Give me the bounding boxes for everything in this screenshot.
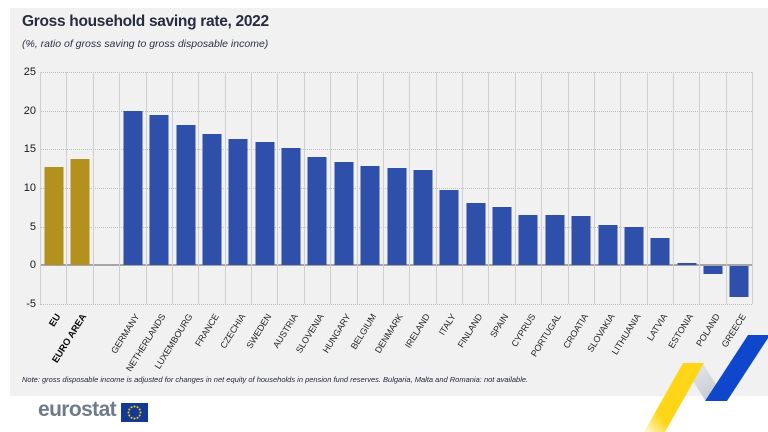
bar-column: LITHUANIA xyxy=(610,72,646,356)
chart-title: Gross household saving rate, 2022 xyxy=(22,13,269,30)
bar-slovakia xyxy=(598,225,618,266)
chart-subtitle: (%, ratio of gross saving to gross dispo… xyxy=(22,38,269,50)
gridline xyxy=(40,72,752,73)
bar-column: EU xyxy=(40,72,66,329)
bar-column: CZECHIA xyxy=(218,72,251,350)
bar-column: POLAND xyxy=(694,72,725,348)
x-label-france: FRANCE xyxy=(192,312,221,349)
x-label-spain: SPAIN xyxy=(488,312,511,340)
bar-slovenia xyxy=(307,157,327,266)
y-tick-label: 5 xyxy=(29,220,36,233)
x-label-finland: FINLAND xyxy=(455,312,485,350)
footnote: Note: gross disposable income is adjuste… xyxy=(22,375,529,384)
zigzag-arrow-graphic xyxy=(644,335,768,432)
x-label-ireland: IRELAND xyxy=(402,312,432,350)
bar-column: SLOVAKIA xyxy=(585,72,620,354)
bar-column: SWEDEN xyxy=(244,72,277,350)
y-tick-label: -5 xyxy=(26,298,36,310)
zigzag-yellow-segment xyxy=(644,363,704,432)
bar-column: CYPRUS xyxy=(509,72,541,349)
bar-column: PORTUGAL xyxy=(529,72,567,358)
bar-eu xyxy=(44,167,64,266)
gridline xyxy=(40,149,752,151)
zigzag-blue-segment xyxy=(705,335,768,401)
bar-column: GERMANY xyxy=(109,72,145,355)
plot-area: EU EURO AREA GERMANY NETHERLANDS LUXEMBOURG F… xyxy=(40,72,753,373)
bar-greece xyxy=(729,266,749,298)
y-tick-label: 20 xyxy=(23,104,36,117)
bar-latvia xyxy=(650,238,670,266)
bar-czechia xyxy=(228,139,248,266)
bar-germany xyxy=(123,111,143,266)
x-label-denmark: DENMARK xyxy=(373,312,406,355)
bar-column: GREECE xyxy=(720,72,752,349)
x-label-eu: EU xyxy=(46,312,64,329)
spacer-column xyxy=(92,72,119,304)
bar-column: NETHERLANDS xyxy=(124,72,172,373)
y-tick-label: 10 xyxy=(23,182,36,194)
bar-column: FINLAND xyxy=(456,72,488,349)
bar-column: AUSTRIA xyxy=(271,72,303,350)
bar-croatia xyxy=(571,215,591,266)
bar-portugal xyxy=(545,215,565,266)
bar-column: ITALY xyxy=(435,72,462,337)
bar-estonia xyxy=(677,263,697,266)
bar-hungary xyxy=(334,161,354,266)
x-label-italy: ITALY xyxy=(437,312,458,337)
y-axis-labels: 25 20 15 10 5 0 -5 xyxy=(12,66,36,310)
bar-lithuania xyxy=(624,227,644,266)
x-label-croatia: CROATIA xyxy=(560,312,590,351)
bar-column: SLOVENIA xyxy=(294,72,330,355)
bar-column: IRELAND xyxy=(403,72,435,350)
footer-bar: eurostat xyxy=(0,396,768,432)
bar-finland xyxy=(466,203,486,266)
bar-column: LATVIA xyxy=(645,72,673,343)
bar-column: BELGIUM xyxy=(349,72,383,351)
eurostat-wordmark: eurostat xyxy=(38,398,117,421)
x-label-hungary: HUNGARY xyxy=(320,312,353,355)
bar-ireland xyxy=(413,170,433,266)
y-tick-label: 25 xyxy=(23,66,36,78)
x-label-austria: AUSTRIA xyxy=(270,312,300,350)
bar-columns: EU EURO AREA GERMANY NETHERLANDS LUXEMBOURG F… xyxy=(40,72,753,373)
x-label-cyprus: CYPRUS xyxy=(508,312,537,349)
bar-column: HUNGARY xyxy=(320,72,356,355)
bar-cyprus xyxy=(518,215,538,266)
zero-line xyxy=(40,264,752,267)
gridline xyxy=(40,110,752,112)
x-label-sweden: SWEDEN xyxy=(244,312,274,351)
bar-column: ESTONIA xyxy=(666,72,699,350)
bar-france xyxy=(202,133,222,266)
bar-poland xyxy=(703,266,723,275)
bar-column: FRANCE xyxy=(193,72,224,348)
bar-column: CROATIA xyxy=(561,72,594,350)
bar-sweden xyxy=(255,142,275,266)
bar-belgium xyxy=(360,165,380,266)
x-label-czechia: CZECHIA xyxy=(217,312,247,351)
bar-italy xyxy=(439,190,459,266)
gridline xyxy=(40,304,752,305)
bar-netherlands xyxy=(149,115,169,266)
y-tick-label: 15 xyxy=(23,143,36,156)
bar-column: DENMARK xyxy=(373,72,409,355)
bar-column: EURO AREA xyxy=(51,72,92,365)
bar-luxembourg xyxy=(176,125,196,266)
bar-column: LUXEMBOURG xyxy=(152,72,198,371)
bar-spain xyxy=(492,207,512,266)
eu-flag-icon xyxy=(121,403,148,422)
bar-austria xyxy=(281,147,301,266)
bar-euro-area xyxy=(70,159,90,266)
y-tick-label: 0 xyxy=(29,259,36,272)
bar-denmark xyxy=(387,167,407,266)
bar-column: SPAIN xyxy=(488,72,514,339)
chart-panel: Gross household saving rate, 2022 (%, ra… xyxy=(10,8,768,396)
